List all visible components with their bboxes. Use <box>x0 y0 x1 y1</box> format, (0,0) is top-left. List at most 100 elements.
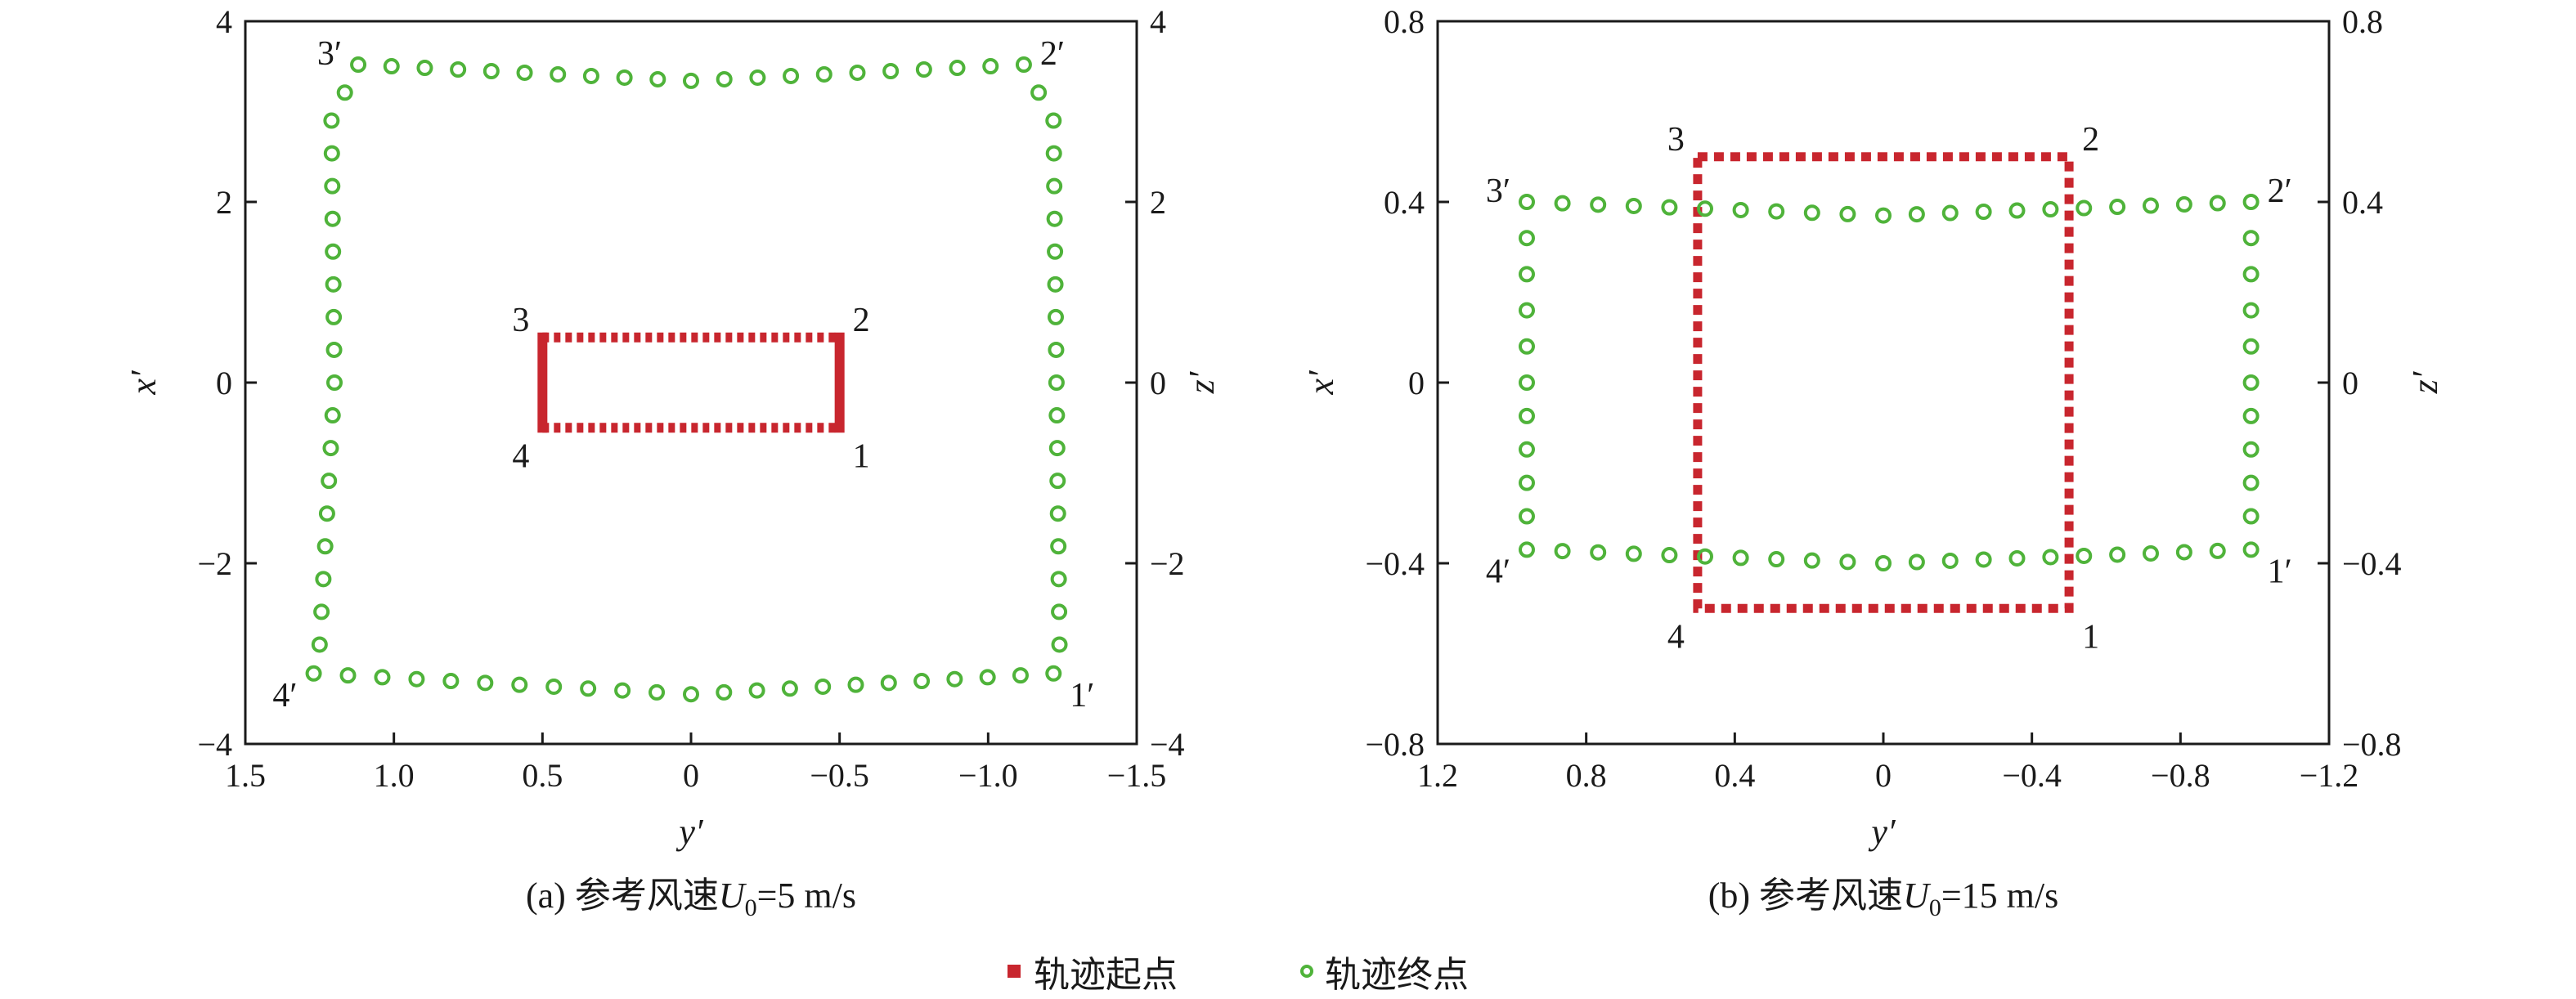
end-point <box>1554 195 1571 212</box>
end-point <box>781 680 798 697</box>
end-point <box>315 571 332 588</box>
end-point <box>1519 302 1535 319</box>
end-point <box>2242 338 2260 355</box>
end-point <box>1590 196 1607 213</box>
end-point <box>949 60 966 77</box>
x-axis-label: y′ <box>675 812 704 852</box>
end-point <box>580 680 597 697</box>
end-point <box>1803 552 1820 569</box>
end-point <box>1049 505 1066 522</box>
end-point <box>815 678 832 695</box>
end-point <box>783 67 800 84</box>
end-corner-label: 2′ <box>1040 35 1065 73</box>
end-point <box>442 673 460 690</box>
x-tick-label: −0.4 <box>2002 757 2062 794</box>
end-point <box>1049 473 1066 490</box>
end-point <box>1048 374 1065 391</box>
y-tick-label-right: 0 <box>2342 365 2358 401</box>
end-point <box>1519 474 1535 491</box>
legend-start-marker <box>1008 965 1021 978</box>
y-tick-label-left: 0 <box>216 365 232 401</box>
x-tick-label: −1.5 <box>1107 757 1167 794</box>
end-point <box>374 669 391 686</box>
end-point <box>1941 552 1959 569</box>
x-tick-label: −0.8 <box>2151 757 2210 794</box>
x-tick-label: 0.4 <box>1714 757 1755 794</box>
end-point <box>1048 341 1065 358</box>
end-point <box>1875 555 1892 571</box>
end-point <box>582 67 599 84</box>
end-point <box>324 177 341 195</box>
end-point <box>1519 374 1535 391</box>
end-corner-label: 1′ <box>2268 553 2292 590</box>
end-point <box>1048 440 1066 457</box>
y-tick-label-left: −4 <box>197 726 232 763</box>
end-point <box>324 407 341 424</box>
end-point <box>511 676 528 693</box>
end-point <box>2209 195 2226 212</box>
end-point <box>716 683 733 701</box>
x-tick-label: −0.5 <box>810 757 869 794</box>
end-point <box>339 667 357 684</box>
end-point <box>1519 541 1535 558</box>
y-tick-label-left: 0.4 <box>1384 184 1425 221</box>
end-point <box>880 674 897 692</box>
caption-prefix: (a) 参考风速 <box>526 876 719 916</box>
end-point <box>316 538 334 555</box>
y-tick-label-right: 0.8 <box>2342 3 2383 40</box>
y-tick-label-right: 0.4 <box>2342 184 2383 221</box>
end-point <box>1519 266 1535 283</box>
y-tick-label-right: −0.8 <box>2342 726 2402 763</box>
x-tick-label: 0 <box>1875 757 1892 794</box>
end-point <box>325 308 343 325</box>
end-point <box>325 341 343 358</box>
end-point <box>915 61 932 78</box>
panel-caption: (b) 参考风速U0=15 m/s <box>1708 876 2058 921</box>
end-point <box>322 440 339 457</box>
end-corner-label: 3′ <box>317 35 342 73</box>
end-point <box>1045 145 1062 162</box>
end-point <box>1908 553 1925 571</box>
plot-frame <box>1436 20 2331 746</box>
end-point <box>1051 603 1068 620</box>
end-point <box>1625 545 1642 562</box>
y-tick-label-left: 4 <box>216 3 232 40</box>
end-corner-label: 1′ <box>1070 677 1094 715</box>
end-point <box>1697 200 1713 217</box>
end-point <box>1046 210 1063 227</box>
end-point <box>545 678 563 695</box>
end-corner-label: 4′ <box>1486 553 1510 590</box>
caption-var: U <box>719 876 747 916</box>
y-axis-label-right: z′ <box>1182 370 1222 394</box>
x-axis-label: y′ <box>1868 812 1896 852</box>
end-corner-label: 4′ <box>272 677 297 715</box>
start-corner-label: 2 <box>2082 121 2099 159</box>
end-point <box>2008 202 2026 219</box>
start-corner-label: 1 <box>2082 618 2099 656</box>
end-point <box>1519 194 1535 210</box>
end-point <box>1661 199 1678 216</box>
end-point <box>321 473 338 490</box>
end-point <box>2109 199 2126 216</box>
x-tick-label: −1.2 <box>2300 757 2359 794</box>
x-tick-label: −1.0 <box>958 757 1018 794</box>
end-point <box>1732 549 1749 567</box>
end-point <box>1045 112 1062 129</box>
end-point <box>2042 201 2059 218</box>
legend-end-label: 轨迹终点 <box>1325 954 1469 996</box>
end-point <box>1661 547 1678 564</box>
end-point <box>482 62 500 79</box>
end-point <box>2242 441 2260 458</box>
start-rect <box>1693 152 2074 613</box>
end-point <box>1030 84 1048 101</box>
y-tick-label-left: 2 <box>216 184 232 221</box>
end-point <box>325 243 342 260</box>
panel-b-plot: 1.2 0.8 0.4 0 −0.4 −0.8 −1.2−0.8 −0.8−0.4 −0.40 0… <box>1301 3 2445 921</box>
panel-a-plot: 1.5 1.0 0.5 0 −0.5 −1.0 −1.5−4 −4−2 −20 02 24 4y′x′… <box>123 3 1222 921</box>
end-point <box>1519 441 1535 458</box>
end-point <box>2076 547 2093 564</box>
end-point <box>516 64 533 81</box>
x-tick-label: 1.0 <box>374 757 415 794</box>
x-tick-label: 0.5 <box>522 757 563 794</box>
end-point <box>416 60 433 77</box>
